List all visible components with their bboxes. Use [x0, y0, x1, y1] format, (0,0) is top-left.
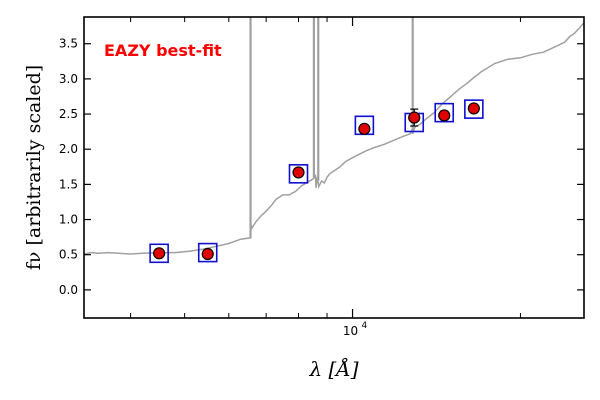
plot-frame: [83, 16, 585, 319]
template-spectrum-line: [84, 22, 584, 255]
y-tick-label: 3.0: [59, 72, 78, 86]
observed-flux-point: [358, 122, 371, 135]
model-flux-square: [288, 164, 309, 184]
x-tick-label: 10: [343, 324, 358, 338]
y-tick-label: 0.5: [59, 248, 78, 262]
model-flux-square: [149, 243, 169, 264]
observed-flux-point: [408, 111, 421, 124]
y-tick-label: 1.5: [59, 177, 78, 191]
model-flux-square: [197, 242, 218, 263]
observed-flux-point: [438, 109, 451, 122]
model-flux-square: [434, 102, 455, 123]
x-tick-exponent: 4: [362, 321, 368, 331]
y-tick-label: 3.5: [59, 37, 78, 51]
observed-flux-point: [153, 247, 166, 260]
y-tick-label: 2.5: [59, 107, 78, 121]
y-tick-label: 2.0: [59, 142, 78, 156]
x-axis-label: λ [Å]: [308, 356, 358, 381]
y-axis-label: fν [arbitrarily scaled]: [23, 65, 45, 270]
y-tick-label: 0.0: [59, 283, 78, 297]
observed-flux-point: [201, 247, 214, 261]
y-tick-label: 1.0: [59, 213, 78, 227]
annotation-label: EAZY best-fit: [104, 41, 222, 60]
observed-flux-point: [292, 166, 305, 179]
model-flux-square: [464, 99, 484, 119]
observed-flux-point: [467, 102, 480, 115]
